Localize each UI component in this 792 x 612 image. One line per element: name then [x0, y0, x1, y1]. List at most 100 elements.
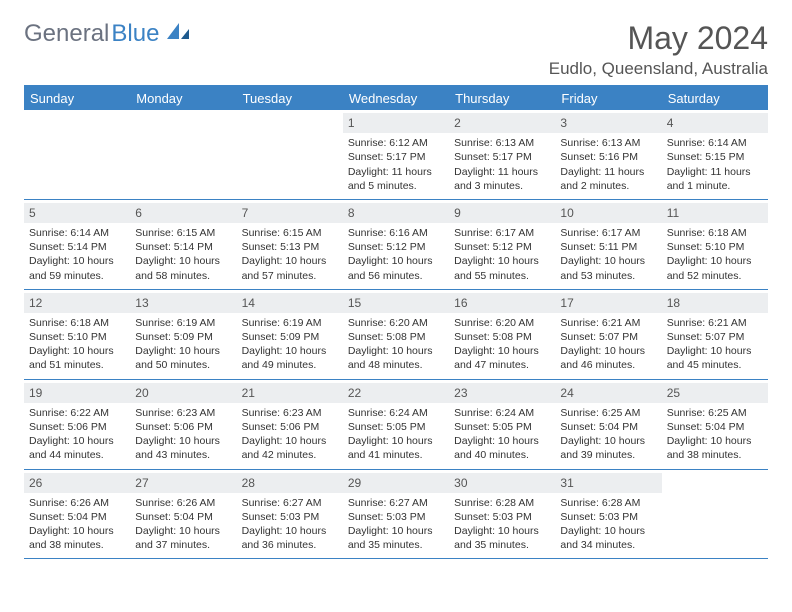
- day-details: Sunrise: 6:18 AM Sunset: 5:10 PM Dayligh…: [29, 316, 125, 373]
- day-details: Sunrise: 6:18 AM Sunset: 5:10 PM Dayligh…: [667, 226, 763, 283]
- day-number: 24: [555, 383, 661, 403]
- day-number: 18: [662, 293, 768, 313]
- day-number: 3: [555, 113, 661, 133]
- calendar-cell: 16 Sunrise: 6:20 AM Sunset: 5:08 PM Dayli…: [449, 290, 555, 379]
- day-number: 29: [343, 473, 449, 493]
- day-details: Sunrise: 6:25 AM Sunset: 5:04 PM Dayligh…: [667, 406, 763, 463]
- day-number: 23: [449, 383, 555, 403]
- day-number: 21: [237, 383, 343, 403]
- day-details: Sunrise: 6:24 AM Sunset: 5:05 PM Dayligh…: [348, 406, 444, 463]
- day-details: Sunrise: 6:26 AM Sunset: 5:04 PM Dayligh…: [135, 496, 231, 553]
- calendar-cell: 5 Sunrise: 6:14 AM Sunset: 5:14 PM Daylig…: [24, 200, 130, 289]
- calendar-cell: 29 Sunrise: 6:27 AM Sunset: 5:03 PM Dayli…: [343, 470, 449, 559]
- calendar-cell: 24 Sunrise: 6:25 AM Sunset: 5:04 PM Dayli…: [555, 380, 661, 469]
- day-number: 7: [237, 203, 343, 223]
- day-number: 26: [24, 473, 130, 493]
- day-number: 31: [555, 473, 661, 493]
- location-label: Eudlo, Queensland, Australia: [549, 59, 768, 79]
- day-details: Sunrise: 6:17 AM Sunset: 5:12 PM Dayligh…: [454, 226, 550, 283]
- day-header-tue: Tuesday: [237, 87, 343, 110]
- week-row: 5 Sunrise: 6:14 AM Sunset: 5:14 PM Daylig…: [24, 200, 768, 290]
- calendar-cell: 18 Sunrise: 6:21 AM Sunset: 5:07 PM Dayli…: [662, 290, 768, 379]
- day-details: Sunrise: 6:21 AM Sunset: 5:07 PM Dayligh…: [560, 316, 656, 373]
- day-details: Sunrise: 6:20 AM Sunset: 5:08 PM Dayligh…: [454, 316, 550, 373]
- calendar-cell: 31 Sunrise: 6:28 AM Sunset: 5:03 PM Dayli…: [555, 470, 661, 559]
- day-details: Sunrise: 6:19 AM Sunset: 5:09 PM Dayligh…: [135, 316, 231, 373]
- calendar-cell: 12 Sunrise: 6:18 AM Sunset: 5:10 PM Dayli…: [24, 290, 130, 379]
- day-number: 17: [555, 293, 661, 313]
- calendar-cell: 15 Sunrise: 6:20 AM Sunset: 5:08 PM Dayli…: [343, 290, 449, 379]
- day-number: 14: [237, 293, 343, 313]
- day-number: 6: [130, 203, 236, 223]
- calendar-cell: 3 Sunrise: 6:13 AM Sunset: 5:16 PM Daylig…: [555, 110, 661, 199]
- calendar-cell: 9 Sunrise: 6:17 AM Sunset: 5:12 PM Daylig…: [449, 200, 555, 289]
- day-details: Sunrise: 6:21 AM Sunset: 5:07 PM Dayligh…: [667, 316, 763, 373]
- calendar-cell: 20Sunrise: 6:23 AM Sunset: 5:06 PM Dayli…: [130, 380, 236, 469]
- day-header-fri: Friday: [555, 87, 661, 110]
- weeks-container: 1Sunrise: 6:12 AM Sunset: 5:17 PM Daylig…: [24, 110, 768, 559]
- day-number: 16: [449, 293, 555, 313]
- calendar-cell: 1Sunrise: 6:12 AM Sunset: 5:17 PM Daylig…: [343, 110, 449, 199]
- calendar-cell: 6Sunrise: 6:15 AM Sunset: 5:14 PM Daylig…: [130, 200, 236, 289]
- day-header-sun: Sunday: [24, 87, 130, 110]
- day-number: 10: [555, 203, 661, 223]
- day-number: 19: [24, 383, 130, 403]
- day-header-thu: Thursday: [449, 87, 555, 110]
- calendar-cell: 10Sunrise: 6:17 AM Sunset: 5:11 PM Dayli…: [555, 200, 661, 289]
- week-row: 12 Sunrise: 6:18 AM Sunset: 5:10 PM Dayli…: [24, 290, 768, 380]
- calendar-cell: 26Sunrise: 6:26 AM Sunset: 5:04 PM Dayli…: [24, 470, 130, 559]
- day-number: 25: [662, 383, 768, 403]
- day-details: Sunrise: 6:16 AM Sunset: 5:12 PM Dayligh…: [348, 226, 444, 283]
- week-row: 1Sunrise: 6:12 AM Sunset: 5:17 PM Daylig…: [24, 110, 768, 200]
- calendar-cell: 22Sunrise: 6:24 AM Sunset: 5:05 PM Dayli…: [343, 380, 449, 469]
- day-details: Sunrise: 6:28 AM Sunset: 5:03 PM Dayligh…: [560, 496, 656, 553]
- day-header-row: Sunday Monday Tuesday Wednesday Thursday…: [24, 87, 768, 110]
- day-number: 8: [343, 203, 449, 223]
- month-title: May 2024: [549, 20, 768, 57]
- calendar-cell: [237, 110, 343, 199]
- day-details: Sunrise: 6:13 AM Sunset: 5:16 PM Dayligh…: [560, 136, 656, 193]
- day-details: Sunrise: 6:23 AM Sunset: 5:06 PM Dayligh…: [242, 406, 338, 463]
- logo-text-blue: Blue: [111, 20, 159, 48]
- day-details: Sunrise: 6:15 AM Sunset: 5:13 PM Dayligh…: [242, 226, 338, 283]
- calendar-cell: 7 Sunrise: 6:15 AM Sunset: 5:13 PM Daylig…: [237, 200, 343, 289]
- day-number: 13: [130, 293, 236, 313]
- calendar: Sunday Monday Tuesday Wednesday Thursday…: [24, 85, 768, 559]
- day-details: Sunrise: 6:24 AM Sunset: 5:05 PM Dayligh…: [454, 406, 550, 463]
- day-details: Sunrise: 6:25 AM Sunset: 5:04 PM Dayligh…: [560, 406, 656, 463]
- day-number: 27: [130, 473, 236, 493]
- calendar-cell: 13 Sunrise: 6:19 AM Sunset: 5:09 PM Dayli…: [130, 290, 236, 379]
- day-number: 28: [237, 473, 343, 493]
- logo: GeneralBlue: [24, 20, 193, 48]
- calendar-cell: 28Sunrise: 6:27 AM Sunset: 5:03 PM Dayli…: [237, 470, 343, 559]
- calendar-cell: 23 Sunrise: 6:24 AM Sunset: 5:05 PM Dayli…: [449, 380, 555, 469]
- calendar-cell: 19 Sunrise: 6:22 AM Sunset: 5:06 PM Dayli…: [24, 380, 130, 469]
- calendar-cell: 17 Sunrise: 6:21 AM Sunset: 5:07 PM Dayli…: [555, 290, 661, 379]
- day-number: 15: [343, 293, 449, 313]
- calendar-cell: 21 Sunrise: 6:23 AM Sunset: 5:06 PM Dayli…: [237, 380, 343, 469]
- calendar-cell: 30Sunrise: 6:28 AM Sunset: 5:03 PM Dayli…: [449, 470, 555, 559]
- day-details: Sunrise: 6:22 AM Sunset: 5:06 PM Dayligh…: [29, 406, 125, 463]
- calendar-cell: 25 Sunrise: 6:25 AM Sunset: 5:04 PM Dayli…: [662, 380, 768, 469]
- day-details: Sunrise: 6:27 AM Sunset: 5:03 PM Dayligh…: [348, 496, 444, 553]
- day-number: 9: [449, 203, 555, 223]
- calendar-cell: 8 Sunrise: 6:16 AM Sunset: 5:12 PM Daylig…: [343, 200, 449, 289]
- day-number: 5: [24, 203, 130, 223]
- title-block: May 2024 Eudlo, Queensland, Australia: [549, 20, 768, 79]
- day-details: Sunrise: 6:13 AM Sunset: 5:17 PM Dayligh…: [454, 136, 550, 193]
- day-number: 12: [24, 293, 130, 313]
- calendar-cell: 4Sunrise: 6:14 AM Sunset: 5:15 PM Daylig…: [662, 110, 768, 199]
- day-details: Sunrise: 6:19 AM Sunset: 5:09 PM Dayligh…: [242, 316, 338, 373]
- calendar-cell: [130, 110, 236, 199]
- calendar-cell: [24, 110, 130, 199]
- logo-text-general: General: [24, 20, 109, 48]
- calendar-cell: [662, 470, 768, 559]
- day-number: 2: [449, 113, 555, 133]
- day-header-sat: Saturday: [662, 87, 768, 110]
- day-details: Sunrise: 6:12 AM Sunset: 5:17 PM Dayligh…: [348, 136, 444, 193]
- day-details: Sunrise: 6:14 AM Sunset: 5:14 PM Dayligh…: [29, 226, 125, 283]
- day-number: 11: [662, 203, 768, 223]
- day-header-mon: Monday: [130, 87, 236, 110]
- day-details: Sunrise: 6:20 AM Sunset: 5:08 PM Dayligh…: [348, 316, 444, 373]
- day-number: 20: [130, 383, 236, 403]
